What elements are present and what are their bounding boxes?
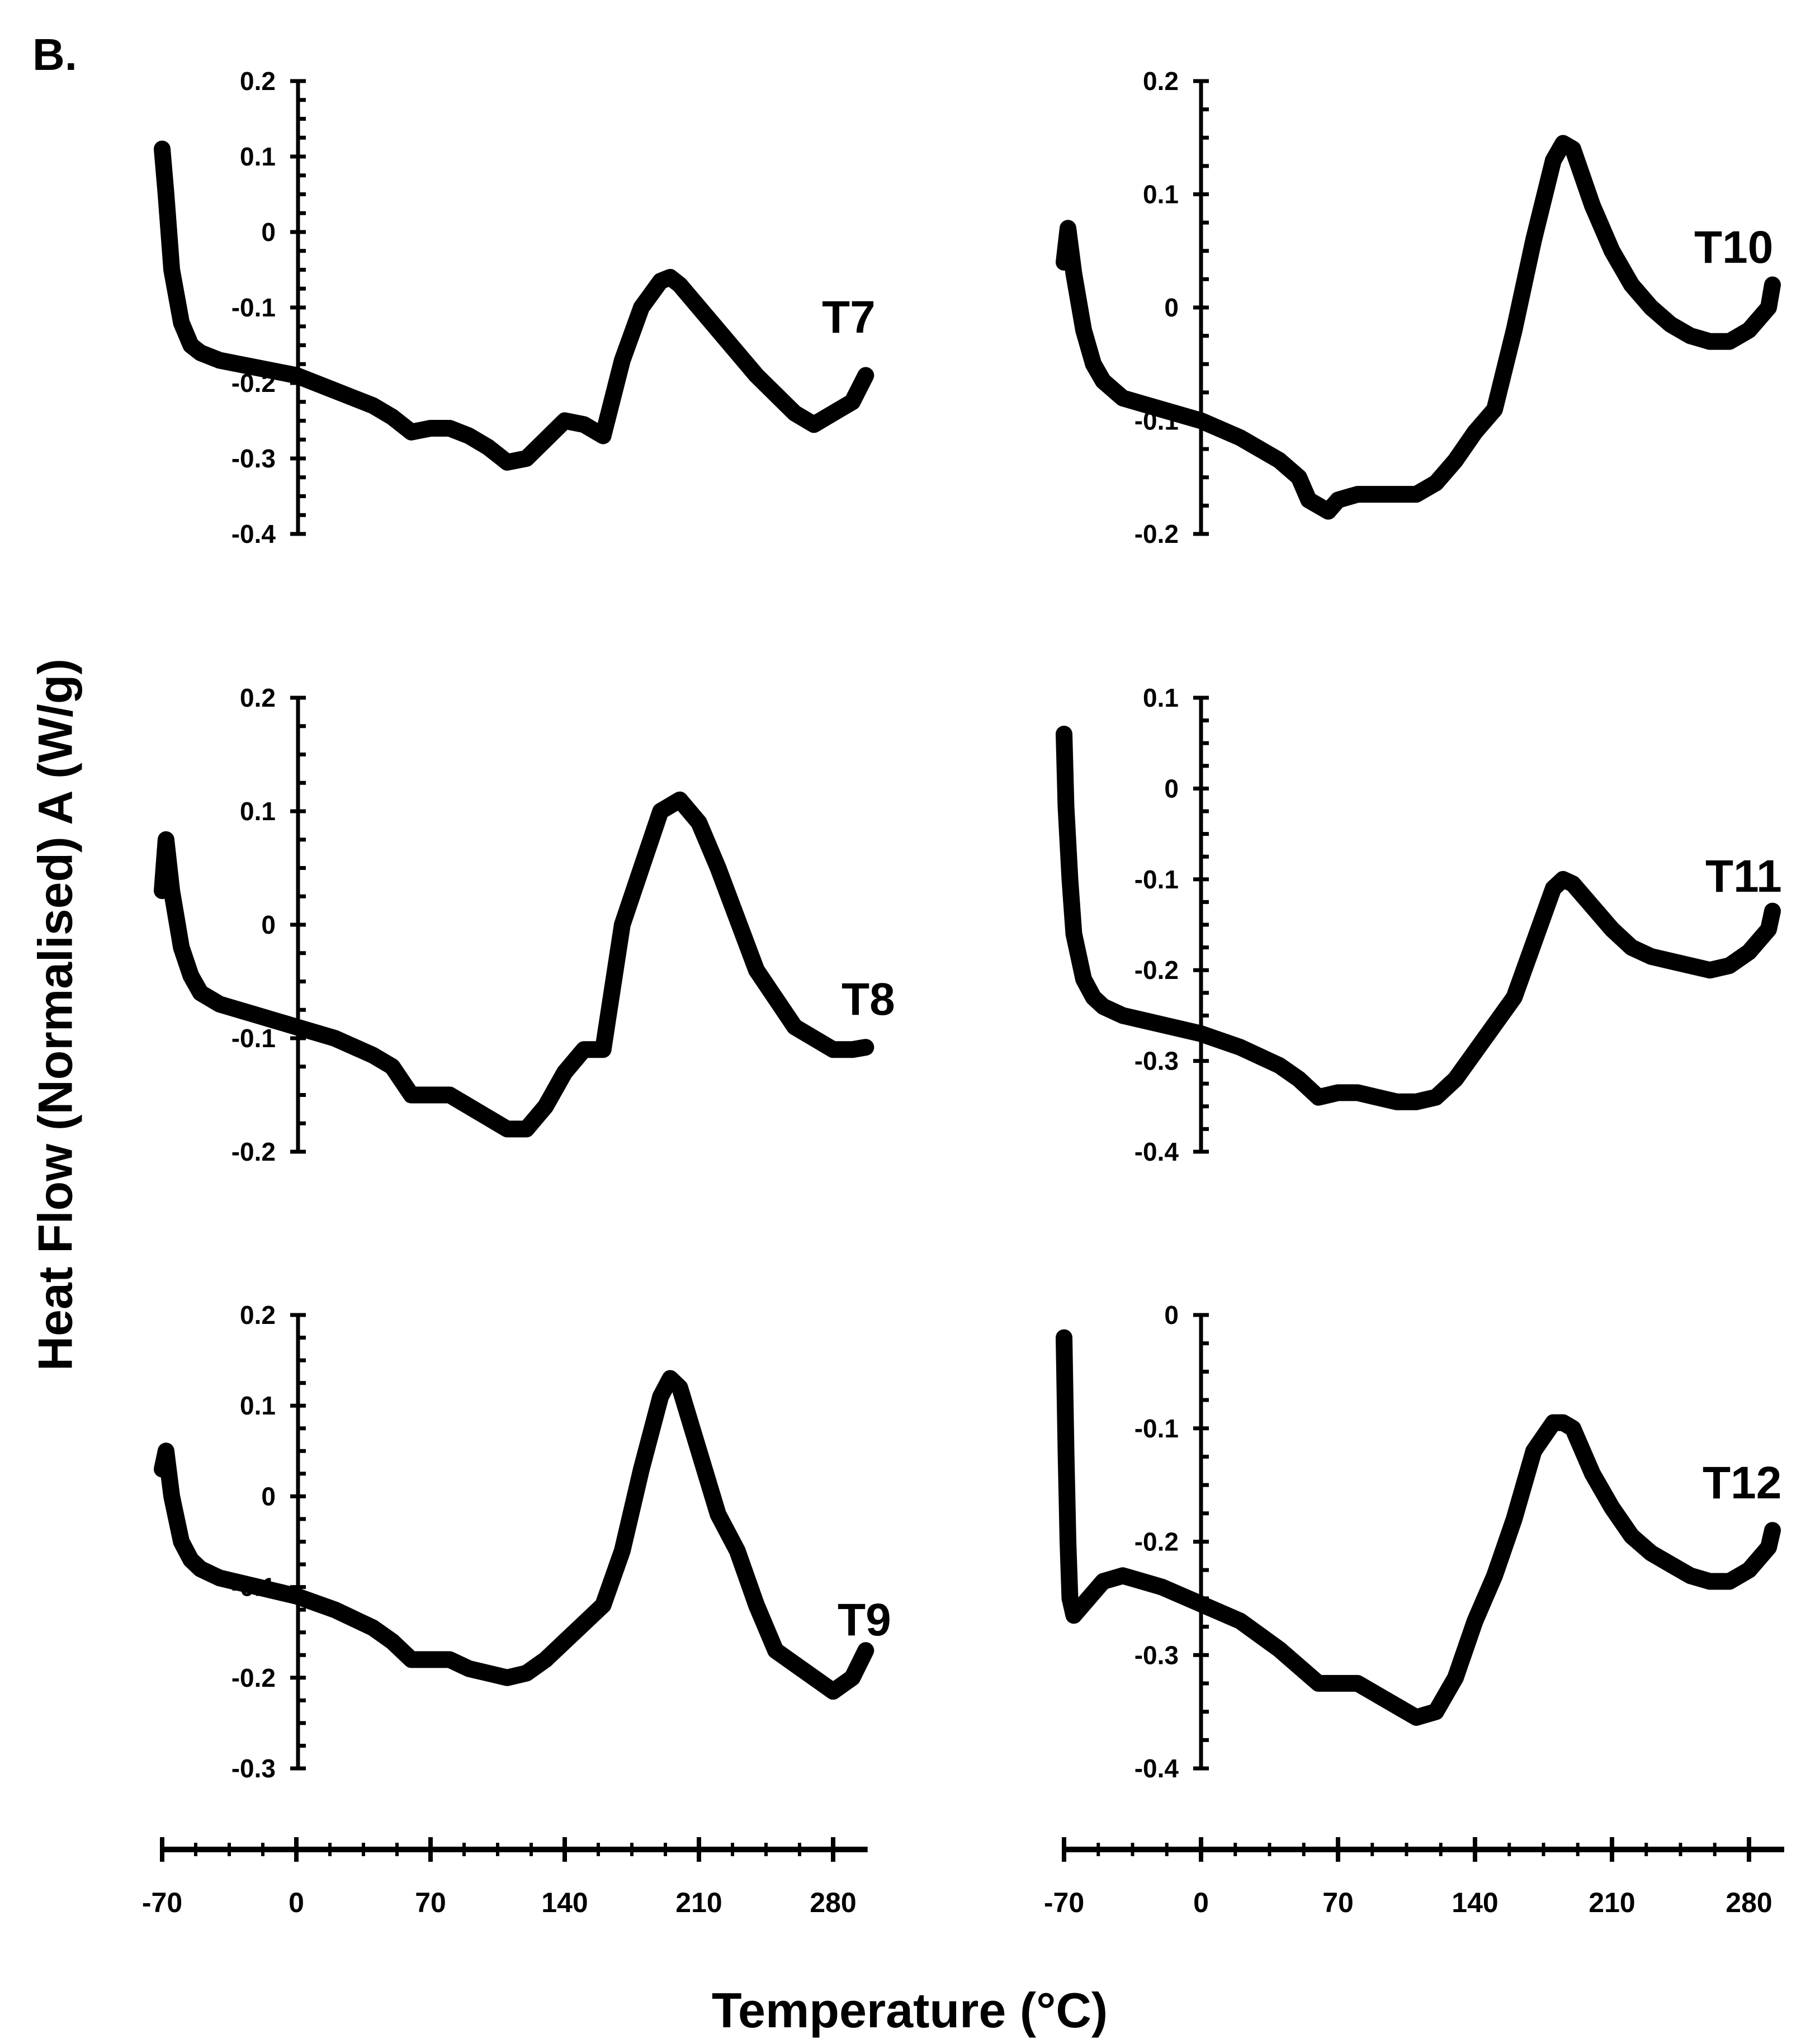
series-line-t9: [154, 1370, 874, 1700]
y-tick-label: 0.1: [1143, 180, 1179, 209]
panel-t11: 0.1 0 -0.1 -0.2 -0.3 -0.4 T11: [1056, 683, 1782, 1166]
series-label-t12: T12: [1703, 1458, 1781, 1508]
panel-label: B.: [32, 30, 77, 79]
panel-t9: 0.20.10-0.1-0.2-0.3T9: [154, 1300, 891, 1783]
series-line-t7: [154, 140, 874, 471]
x-tick-label: -70: [1044, 1887, 1084, 1918]
y-tick-label: 0.1: [240, 142, 276, 171]
y-tick-label: -0.2: [1134, 955, 1179, 985]
series-line-t8: [154, 791, 874, 1138]
y-tick-label: 0: [261, 217, 276, 247]
x-tick-label: 70: [1322, 1887, 1354, 1918]
x-tick-label: 70: [415, 1887, 446, 1918]
y-tick-label: 0.2: [240, 1300, 276, 1330]
y-tick-label: -0.2: [1134, 1527, 1179, 1557]
x-tick-label: 0: [1193, 1887, 1209, 1918]
x-tick-label: 140: [1452, 1887, 1498, 1918]
x-axis-right: -70 0 70 140 210 280: [1044, 1837, 1784, 1918]
y-tick-label: -0.2: [1134, 519, 1179, 548]
y-tick-label: 0: [1164, 1300, 1179, 1330]
x-tick-label: 0: [289, 1887, 304, 1918]
y-tick-label: -0.2: [231, 1663, 276, 1692]
y-tick-label: 0.2: [240, 683, 276, 712]
x-tick-label: 210: [675, 1887, 722, 1918]
y-tick-label: 0.2: [1143, 67, 1179, 96]
x-tick-label: 140: [541, 1887, 588, 1918]
x-tick-label: 280: [810, 1887, 856, 1918]
panel-t8: 0.2 0.1 0 -0.1 -0.2 T8: [154, 683, 895, 1166]
series-label-t7: T7: [822, 292, 876, 343]
x-axis-title: Temperature (°C): [711, 1983, 1108, 2038]
y-tick-label: -0.4: [231, 519, 276, 548]
y-tick-label: 0: [1164, 774, 1179, 803]
y-tick-label: -0.2: [231, 1137, 276, 1166]
x-tick-label: 210: [1589, 1887, 1635, 1918]
y-tick-label: -0.1: [231, 293, 276, 322]
series-line-t11: [1056, 726, 1781, 1110]
series-label-t8: T8: [842, 974, 895, 1025]
panel-t12: 0 -0.1 -0.2 -0.3 -0.4 T12: [1056, 1300, 1781, 1783]
y-tick-label: 0.2: [240, 67, 276, 96]
x-axis-left: -70 0 70 140 210 280: [142, 1837, 868, 1918]
y-tick-label: 0: [261, 910, 276, 939]
y-tick-label: -0.1: [1134, 865, 1179, 894]
series-line-t10: [1056, 135, 1781, 520]
x-tick-label: -70: [142, 1887, 182, 1918]
y-tick-label: -0.3: [1134, 1047, 1179, 1076]
y-tick-label: 0.1: [240, 797, 276, 826]
y-tick-label: -0.4: [1134, 1754, 1179, 1783]
y-tick-label: -0.1: [1134, 1414, 1179, 1443]
y-tick-label: -0.4: [1134, 1137, 1179, 1166]
panel-t7: 0.20.10-0.1-0.2-0.3-0.4T7: [154, 67, 876, 548]
series-label-t10: T10: [1694, 222, 1773, 273]
y-tick-label: 0.1: [240, 1391, 276, 1420]
y-tick-label: -0.3: [231, 1754, 276, 1783]
x-tick-label: 280: [1726, 1887, 1772, 1918]
y-tick-label: 0.1: [1143, 683, 1179, 712]
series-line-t12: [1056, 1329, 1781, 1726]
y-tick-label: 0: [261, 1482, 276, 1511]
y-tick-label: -0.3: [231, 444, 276, 473]
series-label-t11: T11: [1705, 851, 1782, 902]
y-tick-label: -0.1: [231, 1024, 276, 1053]
y-tick-label: -0.3: [1134, 1640, 1179, 1669]
y-tick-label: 0: [1164, 293, 1179, 322]
series-label-t9: T9: [838, 1595, 891, 1645]
